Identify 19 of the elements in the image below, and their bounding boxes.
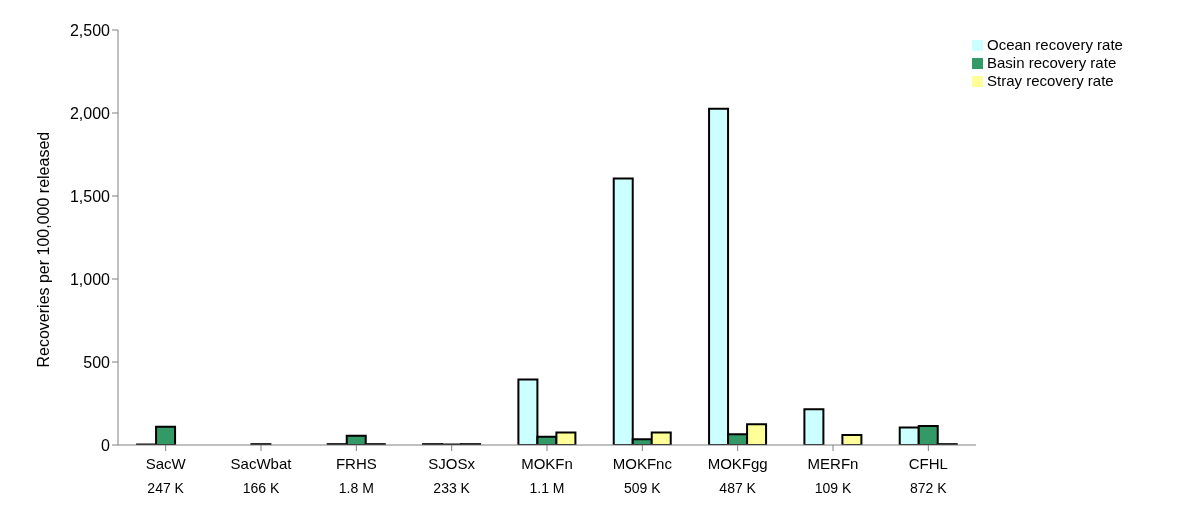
y-tick-label: 500: [83, 353, 111, 371]
legend-label: Basin recovery rate: [987, 54, 1117, 71]
x-tick-label: SacW 247 K: [145, 455, 187, 496]
x-tick-label: MOKFn 1.1 M: [521, 455, 573, 496]
y-tick-label: 2,000: [69, 104, 111, 122]
y-tick-label: 2,500: [69, 21, 111, 39]
y-axis-title: Recoveries per 100,000 released: [34, 131, 52, 368]
legend-label: Ocean recovery rate: [987, 36, 1123, 53]
x-tick-label: MERFn 109 K: [807, 455, 859, 496]
x-tick-label: SJOSx 233 K: [428, 455, 476, 496]
x-tick-label: MOKFnc 509 K: [612, 455, 673, 496]
x-tick-label: FRHS 1.8 M: [335, 455, 377, 496]
y-tick-label: 1,500: [69, 187, 111, 205]
y-tick-label: 1,000: [69, 270, 111, 288]
x-tick-label: SacWbat 166 K: [230, 455, 293, 496]
x-tick-label: MOKFgg 487 K: [707, 455, 768, 496]
x-tick-label: CFHL 872 K: [908, 455, 948, 496]
y-tick-label: 0: [101, 436, 111, 454]
legend-label: Stray recovery rate: [987, 72, 1114, 89]
